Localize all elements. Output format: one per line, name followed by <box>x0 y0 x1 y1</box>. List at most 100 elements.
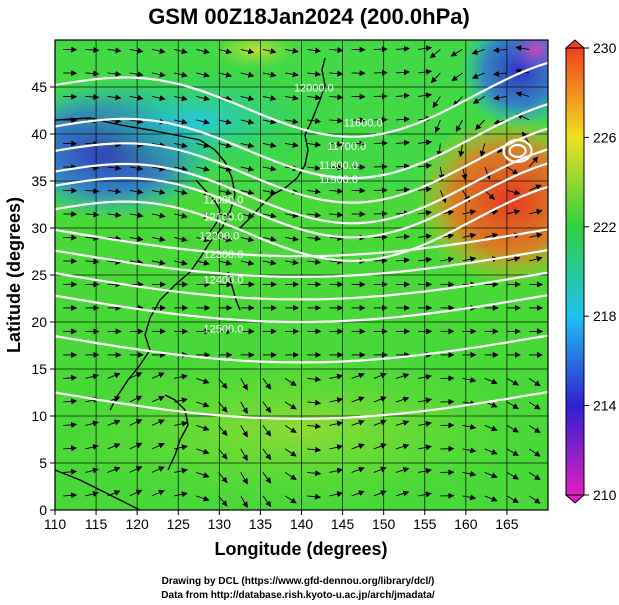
wind-vector <box>151 48 166 54</box>
wind-vector <box>484 190 496 200</box>
wind-vector <box>329 141 344 148</box>
philippines <box>164 394 189 471</box>
wind-vector <box>284 448 297 457</box>
wind-vector <box>506 209 521 215</box>
wind-vector <box>129 395 143 403</box>
wind-vector <box>351 443 365 450</box>
wind-vector <box>307 235 322 242</box>
chart-title: GSM 00Z18Jan2024 (200.0hPa) <box>148 4 470 29</box>
wind-vector <box>262 425 272 437</box>
wind-vector <box>373 490 387 497</box>
wind-vector <box>196 448 210 455</box>
wind-vector <box>455 119 463 133</box>
wind-vector <box>307 212 322 218</box>
wind-vector <box>129 71 144 78</box>
x-tick-label: 130 <box>208 516 232 532</box>
wind-vector <box>107 235 122 242</box>
contour-line <box>55 228 548 258</box>
wind-vector <box>262 472 272 484</box>
wind-vector <box>262 378 272 390</box>
wind-vector <box>196 377 210 384</box>
wind-vector <box>218 259 233 266</box>
wind-vector <box>174 142 188 149</box>
wind-vector <box>284 235 299 242</box>
wind-vector <box>129 212 144 219</box>
wind-vector <box>129 235 144 242</box>
wind-vector <box>218 142 233 149</box>
contour-label: 11700.0 <box>327 141 366 153</box>
wind-vector <box>307 446 322 453</box>
wind-vector <box>129 372 143 379</box>
wind-vector <box>85 70 100 77</box>
contour-label: 12500.0 <box>204 323 244 335</box>
wind-vector <box>395 92 410 99</box>
wind-vector <box>284 401 297 410</box>
contour-low-center-inner <box>508 143 527 159</box>
wind-vector <box>418 491 432 498</box>
wind-vector <box>174 236 188 243</box>
wind-vector <box>528 472 541 481</box>
wind-vector <box>528 425 541 434</box>
wind-vector <box>418 209 433 216</box>
wind-vector <box>418 186 433 193</box>
wind-vector <box>329 164 344 171</box>
ryukyu-islands <box>227 271 241 311</box>
wind-vector <box>284 495 297 504</box>
wind-vector <box>528 401 541 410</box>
cool-band <box>60 60 340 180</box>
wind-vector <box>63 468 78 475</box>
wind-vector <box>528 495 541 504</box>
y-tick-label: 35 <box>31 173 47 189</box>
wind-vector <box>196 424 210 431</box>
wind-vector <box>373 419 387 426</box>
wind-vector <box>329 444 344 451</box>
colorbar-tick-label: 226 <box>593 129 617 145</box>
wind-vector <box>240 448 248 461</box>
wind-vector <box>452 96 463 107</box>
wind-vector <box>418 444 432 451</box>
wind-vector <box>471 48 485 55</box>
wind-vector <box>329 117 344 124</box>
wind-vector <box>107 443 121 450</box>
wind-vector <box>174 491 188 498</box>
wind-vector <box>174 189 188 196</box>
wind-vector <box>107 258 122 265</box>
wind-vector <box>329 397 344 404</box>
contour-line <box>55 390 548 420</box>
wind-vector <box>262 189 277 196</box>
wind-vector <box>484 471 498 479</box>
wind-vector <box>307 141 322 148</box>
wind-vectors <box>63 45 544 508</box>
wind-vector <box>329 491 344 498</box>
wind-vector <box>506 448 520 456</box>
wind-vector <box>284 118 299 125</box>
wind-vector <box>373 396 387 403</box>
wind-vector <box>218 448 228 460</box>
wind-vector <box>462 470 477 477</box>
wind-vector <box>107 47 122 54</box>
wind-vector <box>418 233 433 240</box>
wind-vector <box>307 71 322 77</box>
warm-patch-north <box>210 40 300 70</box>
wind-vector <box>218 118 233 125</box>
contour-label: 12300.0 <box>204 249 244 261</box>
wind-vector <box>418 162 433 169</box>
wind-vector <box>262 401 272 414</box>
wind-vector <box>262 165 277 172</box>
wind-vector <box>151 259 166 266</box>
wind-vector <box>528 156 539 168</box>
wind-vector <box>462 376 477 383</box>
wind-vector <box>85 211 100 218</box>
y-tick-label: 15 <box>31 361 47 377</box>
wind-vector <box>129 188 144 195</box>
wind-vector <box>174 95 188 102</box>
contour-label: 12200.0 <box>199 230 239 242</box>
wind-vector <box>307 493 322 500</box>
wind-vector <box>240 401 248 414</box>
wind-vector <box>284 141 299 148</box>
wind-vector <box>434 119 441 133</box>
wind-vector <box>484 448 498 455</box>
wind-vector <box>418 420 432 427</box>
wind-vector <box>85 188 100 194</box>
wind-vector <box>522 131 530 144</box>
